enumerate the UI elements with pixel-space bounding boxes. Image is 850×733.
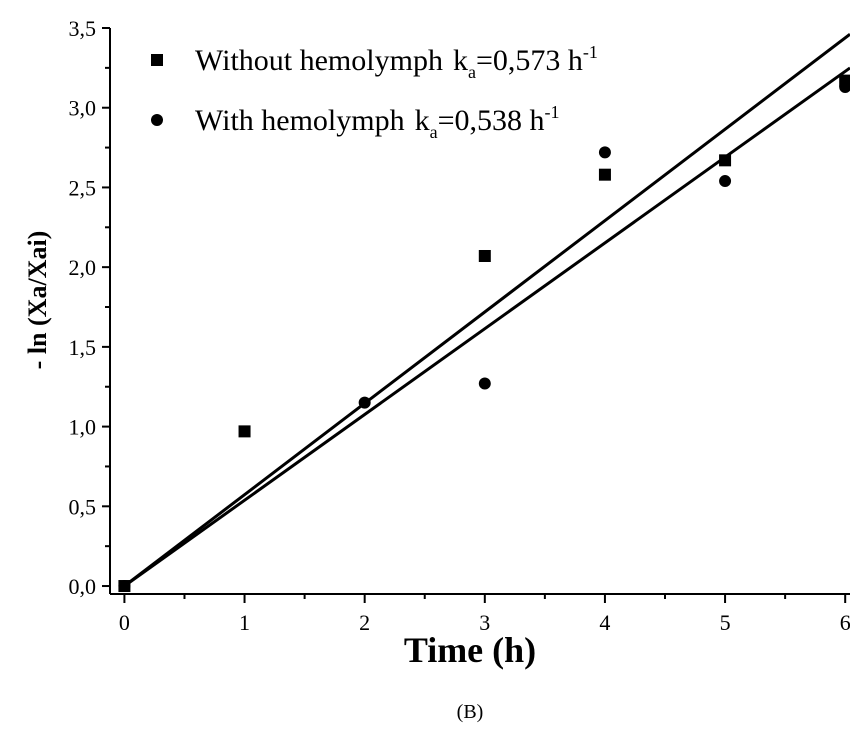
legend-rate-exponent: -1 xyxy=(583,42,598,62)
point xyxy=(719,175,732,188)
y-tick-label: 0,0 xyxy=(69,574,97,599)
x-tick-label: 6 xyxy=(840,610,850,635)
y-tick-label: 3,5 xyxy=(69,16,97,41)
x-axis-label: Time (h) xyxy=(404,630,536,670)
legend-label: With hemolymph ka=0,538 h-1 xyxy=(195,102,560,142)
legend-rate-label: =0,573 h xyxy=(476,44,583,77)
x-tick-label: 0 xyxy=(119,610,130,635)
x-tick-label: 5 xyxy=(720,610,731,635)
legend-rate-symbol: k xyxy=(453,44,468,77)
legend-marker xyxy=(151,54,163,66)
point xyxy=(719,154,732,167)
y-tick-label: 3,0 xyxy=(69,96,97,121)
x-tick-label: 2 xyxy=(359,610,370,635)
legend-rate-subscript: a xyxy=(468,62,476,82)
fit-line xyxy=(123,33,850,588)
y-tick-label: 0,5 xyxy=(69,494,97,519)
legend-name: Without hemolymph xyxy=(195,44,443,77)
point xyxy=(839,80,850,93)
caption: (B) xyxy=(457,701,484,723)
point xyxy=(478,377,491,390)
fit-line xyxy=(123,66,850,588)
point xyxy=(839,74,850,87)
point xyxy=(238,425,251,438)
x-tick-label: 1 xyxy=(239,610,250,635)
legend-name: With hemolymph xyxy=(195,104,405,137)
y-tick-label: 2,0 xyxy=(69,255,97,280)
y-tick-label: 1,5 xyxy=(69,335,97,360)
legend-marker xyxy=(151,114,163,126)
point xyxy=(358,396,371,409)
legend-rate-subscript: a xyxy=(430,122,438,142)
point xyxy=(598,168,611,181)
y-tick-label: 1,0 xyxy=(69,415,97,440)
point xyxy=(598,146,611,159)
point xyxy=(118,580,131,593)
x-tick-label: 3 xyxy=(479,610,490,635)
y-axis-label: - ln (Xa/Xai) xyxy=(23,231,52,370)
legend-label: Without hemolymph ka=0,573 h-1 xyxy=(195,42,598,82)
legend-rate-label: =0,538 h xyxy=(438,104,545,137)
legend-rate-exponent: -1 xyxy=(545,102,560,122)
point xyxy=(478,249,491,262)
x-tick-label: 4 xyxy=(599,610,610,635)
legend-rate-symbol: k xyxy=(415,104,430,137)
y-tick-label: 2,5 xyxy=(69,175,97,200)
